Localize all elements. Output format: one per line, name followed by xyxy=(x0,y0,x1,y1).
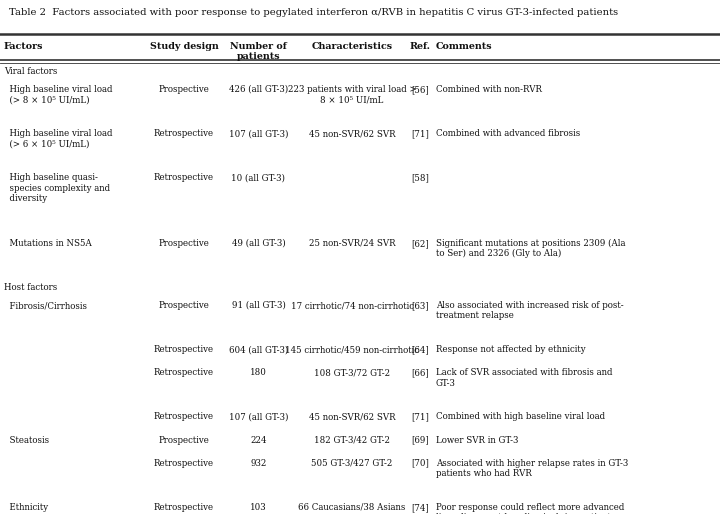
Text: 107 (all GT-3): 107 (all GT-3) xyxy=(229,129,288,138)
Text: Prospective: Prospective xyxy=(158,301,210,310)
Text: Host factors: Host factors xyxy=(4,283,57,292)
Text: [63]: [63] xyxy=(411,301,428,310)
Text: 45 non-SVR/62 SVR: 45 non-SVR/62 SVR xyxy=(309,413,395,421)
Text: Retrospective: Retrospective xyxy=(154,173,214,182)
Text: [62]: [62] xyxy=(411,239,428,248)
Text: Combined with advanced fibrosis: Combined with advanced fibrosis xyxy=(436,129,580,138)
Text: 91 (all GT-3): 91 (all GT-3) xyxy=(232,301,285,310)
Text: Study design: Study design xyxy=(150,42,218,51)
Text: Characteristics: Characteristics xyxy=(312,42,392,51)
Text: Prospective: Prospective xyxy=(158,239,210,248)
Text: [69]: [69] xyxy=(411,435,428,445)
Text: High baseline quasi-
  species complexity and
  diversity: High baseline quasi- species complexity … xyxy=(4,173,109,203)
Text: Response not affected by ethnicity: Response not affected by ethnicity xyxy=(436,345,585,354)
Text: [66]: [66] xyxy=(411,369,428,377)
Text: 145 cirrhotic/459 non-cirrhotic: 145 cirrhotic/459 non-cirrhotic xyxy=(285,345,419,354)
Text: Significant mutations at positions 2309 (Ala
to Ser) and 2326 (Gly to Ala): Significant mutations at positions 2309 … xyxy=(436,239,625,259)
Text: Steatosis: Steatosis xyxy=(4,435,49,445)
Text: Retrospective: Retrospective xyxy=(154,369,214,377)
Text: 66 Caucasians/38 Asians: 66 Caucasians/38 Asians xyxy=(298,503,406,512)
Text: 103: 103 xyxy=(250,503,267,512)
Text: High baseline viral load
  (> 6 × 10⁵ UI/mL): High baseline viral load (> 6 × 10⁵ UI/m… xyxy=(4,129,112,149)
Text: Fibrosis/Cirrhosis: Fibrosis/Cirrhosis xyxy=(4,301,86,310)
Text: Factors: Factors xyxy=(4,42,43,51)
Text: 49 (all GT-3): 49 (all GT-3) xyxy=(232,239,285,248)
Text: 223 patients with viral load >
8 × 10⁵ UI/mL: 223 patients with viral load > 8 × 10⁵ U… xyxy=(288,85,416,104)
Text: Retrospective: Retrospective xyxy=(154,129,214,138)
Text: 604 (all GT-3): 604 (all GT-3) xyxy=(229,345,288,354)
Text: [71]: [71] xyxy=(411,413,428,421)
Text: 108 GT-3/72 GT-2: 108 GT-3/72 GT-2 xyxy=(314,369,390,377)
Text: Retrospective: Retrospective xyxy=(154,503,214,512)
Text: 224: 224 xyxy=(251,435,266,445)
Text: Viral factors: Viral factors xyxy=(4,67,57,76)
Text: Table 2  Factors associated with poor response to pegylated interferon α/RVB in : Table 2 Factors associated with poor res… xyxy=(9,8,618,17)
Text: [56]: [56] xyxy=(411,85,428,94)
Text: 107 (all GT-3): 107 (all GT-3) xyxy=(229,413,288,421)
Text: [58]: [58] xyxy=(411,173,428,182)
Text: Retrospective: Retrospective xyxy=(154,458,214,468)
Text: Poor response could reflect more advanced
liver disease at baseline in Asian pat: Poor response could reflect more advance… xyxy=(436,503,624,514)
Text: [74]: [74] xyxy=(411,503,428,512)
Text: Lower SVR in GT-3: Lower SVR in GT-3 xyxy=(436,435,518,445)
Text: [64]: [64] xyxy=(411,345,428,354)
Text: Number of
patients: Number of patients xyxy=(230,42,287,62)
Text: Comments: Comments xyxy=(436,42,492,51)
Text: 45 non-SVR/62 SVR: 45 non-SVR/62 SVR xyxy=(309,129,395,138)
Text: Retrospective: Retrospective xyxy=(154,345,214,354)
Text: Retrospective: Retrospective xyxy=(154,413,214,421)
Text: Lack of SVR associated with fibrosis and
GT-3: Lack of SVR associated with fibrosis and… xyxy=(436,369,612,388)
Text: Ref.: Ref. xyxy=(409,42,431,51)
Text: Combined with high baseline viral load: Combined with high baseline viral load xyxy=(436,413,605,421)
Text: [71]: [71] xyxy=(411,129,428,138)
Text: Also associated with increased risk of post-
treatment relapse: Also associated with increased risk of p… xyxy=(436,301,624,320)
Text: Mutations in NS5A: Mutations in NS5A xyxy=(4,239,91,248)
Text: 17 cirrhotic/74 non-cirrhotic: 17 cirrhotic/74 non-cirrhotic xyxy=(291,301,413,310)
Text: Prospective: Prospective xyxy=(158,85,210,94)
Text: Ethnicity: Ethnicity xyxy=(4,503,48,512)
Text: 182 GT-3/42 GT-2: 182 GT-3/42 GT-2 xyxy=(314,435,390,445)
Text: 180: 180 xyxy=(250,369,267,377)
Text: 932: 932 xyxy=(251,458,266,468)
Text: 426 (all GT-3): 426 (all GT-3) xyxy=(229,85,288,94)
Text: 505 GT-3/427 GT-2: 505 GT-3/427 GT-2 xyxy=(311,458,393,468)
Text: 10 (all GT-3): 10 (all GT-3) xyxy=(232,173,285,182)
Text: High baseline viral load
  (> 8 × 10⁵ UI/mL): High baseline viral load (> 8 × 10⁵ UI/m… xyxy=(4,85,112,104)
Text: 25 non-SVR/24 SVR: 25 non-SVR/24 SVR xyxy=(309,239,395,248)
Text: [70]: [70] xyxy=(411,458,428,468)
Text: Prospective: Prospective xyxy=(158,435,210,445)
Text: Associated with higher relapse rates in GT-3
patients who had RVR: Associated with higher relapse rates in … xyxy=(436,458,628,478)
Text: Combined with non-RVR: Combined with non-RVR xyxy=(436,85,541,94)
